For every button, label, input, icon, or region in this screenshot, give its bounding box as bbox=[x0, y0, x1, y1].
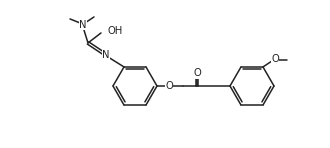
Text: N: N bbox=[79, 20, 87, 30]
Text: O: O bbox=[193, 68, 201, 78]
Text: O: O bbox=[165, 81, 173, 91]
Text: O: O bbox=[271, 54, 279, 64]
Text: OH: OH bbox=[107, 26, 122, 36]
Text: N: N bbox=[102, 50, 110, 60]
